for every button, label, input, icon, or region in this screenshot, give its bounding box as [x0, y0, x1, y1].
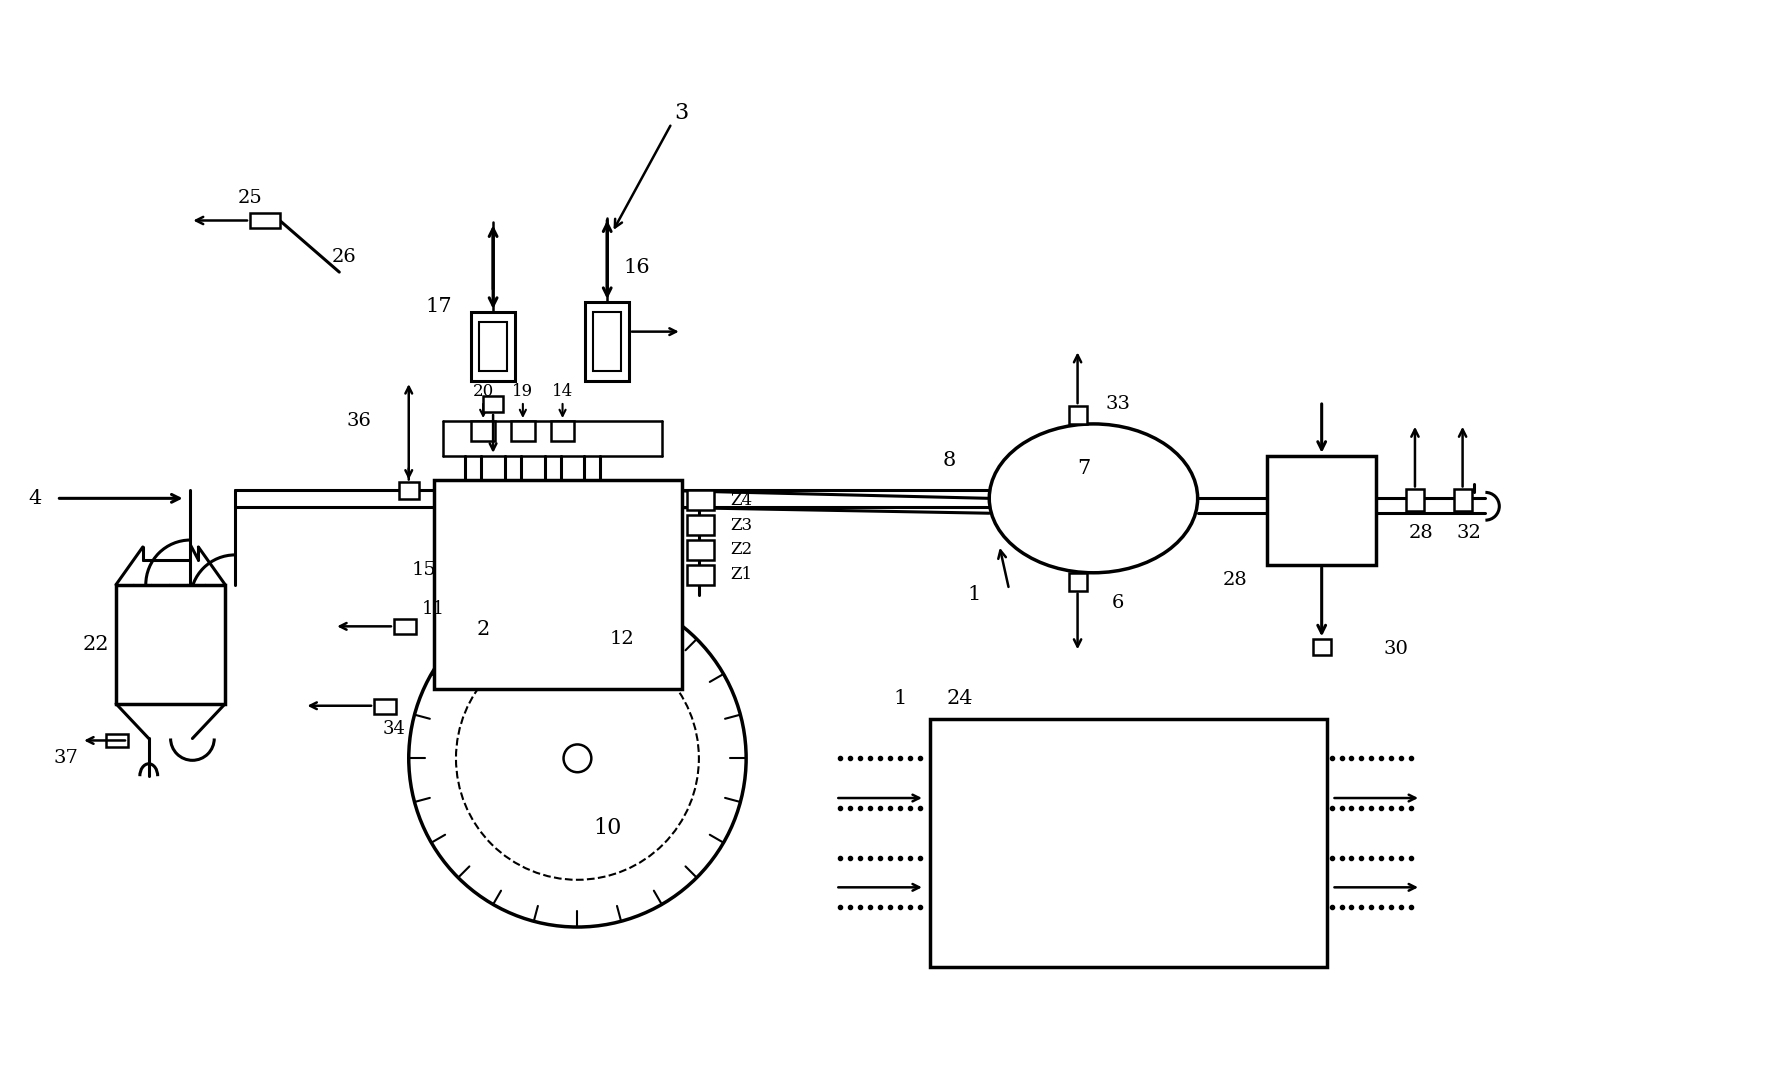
Bar: [1313, 639, 1331, 655]
Bar: [1266, 456, 1377, 565]
Bar: [398, 483, 418, 499]
Bar: [931, 718, 1327, 967]
Bar: [434, 481, 682, 689]
Bar: [1454, 489, 1472, 511]
Text: 34: 34: [382, 719, 405, 738]
Text: 11: 11: [421, 600, 445, 618]
Bar: [373, 699, 396, 714]
Bar: [593, 311, 622, 371]
Text: Z2: Z2: [730, 541, 752, 559]
Text: 12: 12: [609, 630, 634, 648]
Bar: [686, 540, 714, 560]
Bar: [484, 396, 504, 412]
Text: Z4: Z4: [730, 492, 752, 509]
Text: Z1: Z1: [730, 566, 752, 584]
Bar: [1068, 573, 1086, 590]
Text: 3: 3: [675, 102, 689, 125]
Bar: [472, 311, 514, 381]
Text: 33: 33: [1106, 395, 1131, 413]
Bar: [1406, 489, 1423, 511]
Text: 30: 30: [1384, 640, 1409, 659]
Bar: [511, 421, 534, 441]
Bar: [586, 302, 629, 381]
Bar: [250, 213, 280, 229]
Text: 2: 2: [477, 620, 489, 639]
Text: 19: 19: [513, 383, 534, 399]
Text: 36: 36: [346, 412, 371, 430]
Circle shape: [455, 637, 698, 880]
Text: 6: 6: [1113, 593, 1125, 612]
Circle shape: [534, 607, 561, 633]
Text: 28: 28: [1222, 571, 1247, 589]
Text: 20: 20: [473, 383, 493, 399]
Bar: [105, 733, 129, 748]
Text: 1: 1: [968, 585, 981, 604]
Text: 26: 26: [332, 248, 357, 266]
Text: 7: 7: [1077, 459, 1089, 478]
Bar: [686, 565, 714, 585]
Text: 10: 10: [593, 817, 622, 839]
Bar: [472, 421, 495, 441]
Text: 24: 24: [947, 689, 973, 709]
Circle shape: [409, 589, 747, 927]
Text: 22: 22: [82, 635, 109, 654]
Text: 1: 1: [893, 689, 907, 709]
Text: 28: 28: [1409, 524, 1434, 542]
Text: 8: 8: [943, 451, 956, 470]
Bar: [116, 585, 225, 704]
Text: 15: 15: [411, 561, 436, 578]
Bar: [395, 620, 416, 635]
Text: 16: 16: [623, 257, 650, 277]
Bar: [686, 490, 714, 510]
Circle shape: [564, 744, 591, 773]
Text: Z3: Z3: [730, 516, 752, 534]
Circle shape: [1307, 498, 1332, 522]
Text: 14: 14: [552, 383, 573, 399]
Text: 4: 4: [29, 489, 41, 508]
Bar: [479, 322, 507, 371]
Bar: [1068, 406, 1086, 424]
Ellipse shape: [989, 424, 1198, 573]
Bar: [550, 421, 575, 441]
Text: 37: 37: [54, 750, 79, 767]
Text: 17: 17: [425, 297, 452, 317]
Text: 25: 25: [238, 189, 263, 206]
Text: 32: 32: [1456, 524, 1481, 542]
Bar: [686, 515, 714, 535]
